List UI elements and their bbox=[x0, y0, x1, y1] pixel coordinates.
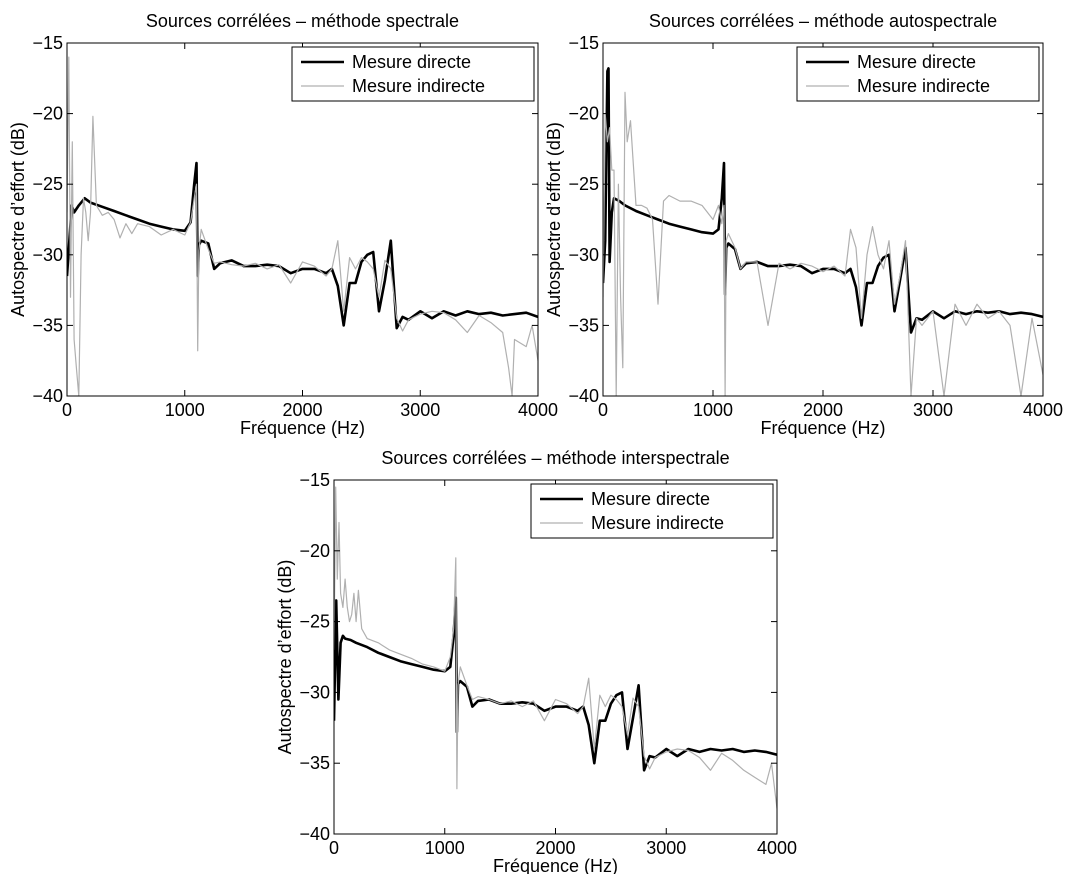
series-line-mesure-indirecte bbox=[67, 56, 538, 396]
x-tick-label: 1000 bbox=[165, 400, 205, 420]
legend-box bbox=[291, 46, 535, 102]
legend: Mesure directe Mesure indirecte bbox=[291, 46, 535, 102]
y-tick-label: −15 bbox=[299, 470, 330, 490]
chart-title: Sources corrélées – méthode interspectra… bbox=[381, 448, 729, 468]
series-group bbox=[67, 56, 538, 396]
y-tick-label: −25 bbox=[568, 174, 599, 194]
y-tick-label: −30 bbox=[32, 245, 63, 265]
x-tick-label: 2000 bbox=[282, 400, 322, 420]
y-axis-label: Autospectre d’effort (dB) bbox=[8, 122, 28, 317]
x-axis-label: Fréquence (Hz) bbox=[760, 418, 885, 438]
x-tick-label: 4000 bbox=[1023, 400, 1063, 420]
y-tick-label: −20 bbox=[299, 541, 330, 561]
y-tick-label: −25 bbox=[299, 612, 330, 632]
series-line-mesure-indirecte bbox=[603, 91, 1043, 396]
y-tick-label: −40 bbox=[568, 386, 599, 406]
x-tick-label: 1000 bbox=[693, 400, 733, 420]
y-axis-label: Autospectre d’effort (dB) bbox=[275, 560, 295, 755]
x-tick-label: 0 bbox=[598, 400, 608, 420]
plot-area bbox=[67, 43, 538, 396]
legend-box bbox=[530, 483, 774, 539]
chart-panel-3: 0 1000 2000 3000 4000 −40 −35 −30 −25 −20 −15 Sourc… bbox=[275, 448, 797, 874]
x-tick-label: 2000 bbox=[803, 400, 843, 420]
y-axis-label: Autospectre d’effort (dB) bbox=[544, 122, 564, 317]
x-tick-label: 2000 bbox=[535, 838, 575, 858]
y-tick-label: −35 bbox=[32, 315, 63, 335]
y-tick-label: −35 bbox=[568, 315, 599, 335]
legend-entry-mesure-indirecte: Mesure indirecte bbox=[857, 76, 990, 96]
y-tick-label: −30 bbox=[568, 245, 599, 265]
x-axis-label: Fréquence (Hz) bbox=[493, 856, 618, 874]
x-axis-label: Fréquence (Hz) bbox=[240, 418, 365, 438]
x-tick-label: 0 bbox=[329, 838, 339, 858]
plot-area bbox=[603, 43, 1043, 396]
y-tick-label: −40 bbox=[299, 824, 330, 844]
series-line-mesure-indirecte bbox=[334, 486, 777, 809]
legend-entry-mesure-indirecte: Mesure indirecte bbox=[591, 513, 724, 533]
chart-panel-1: 0 1000 2000 3000 4000 −40 −35 −30 −25 −20 −15 Sourc… bbox=[8, 11, 558, 438]
legend: Mesure directe Mesure indirecte bbox=[530, 483, 774, 539]
series-group bbox=[603, 67, 1043, 396]
x-tick-label: 4000 bbox=[757, 838, 797, 858]
chart-title: Sources corrélées – méthode autospectral… bbox=[649, 11, 997, 31]
y-tick-label: −20 bbox=[568, 104, 599, 124]
series-line-mesure-directe bbox=[603, 67, 1043, 334]
x-tick-label: 3000 bbox=[646, 838, 686, 858]
y-tick-label: −30 bbox=[299, 682, 330, 702]
y-tick-label: −25 bbox=[32, 174, 63, 194]
series-group bbox=[334, 486, 777, 809]
chart-panel-2: 0 1000 2000 3000 4000 −40 −35 −30 −25 −20 −15 Sourc… bbox=[544, 11, 1063, 438]
legend-entry-mesure-indirecte: Mesure indirecte bbox=[352, 76, 485, 96]
chart-title: Sources corrélées – méthode spectrale bbox=[146, 11, 459, 31]
x-tick-label: 3000 bbox=[913, 400, 953, 420]
legend-entry-mesure-directe: Mesure directe bbox=[857, 52, 976, 72]
x-tick-label: 4000 bbox=[518, 400, 558, 420]
legend-box bbox=[796, 46, 1040, 102]
x-tick-label: 0 bbox=[62, 400, 72, 420]
y-tick-label: −35 bbox=[299, 753, 330, 773]
legend-entry-mesure-directe: Mesure directe bbox=[591, 489, 710, 509]
legend: Mesure directe Mesure indirecte bbox=[796, 46, 1040, 102]
x-tick-label: 3000 bbox=[400, 400, 440, 420]
y-tick-label: −15 bbox=[568, 33, 599, 53]
series-line-mesure-directe bbox=[67, 161, 538, 330]
x-tick-label: 1000 bbox=[425, 838, 465, 858]
y-tick-label: −15 bbox=[32, 33, 63, 53]
y-tick-label: −40 bbox=[32, 386, 63, 406]
y-tick-label: −20 bbox=[32, 104, 63, 124]
legend-entry-mesure-directe: Mesure directe bbox=[352, 52, 471, 72]
